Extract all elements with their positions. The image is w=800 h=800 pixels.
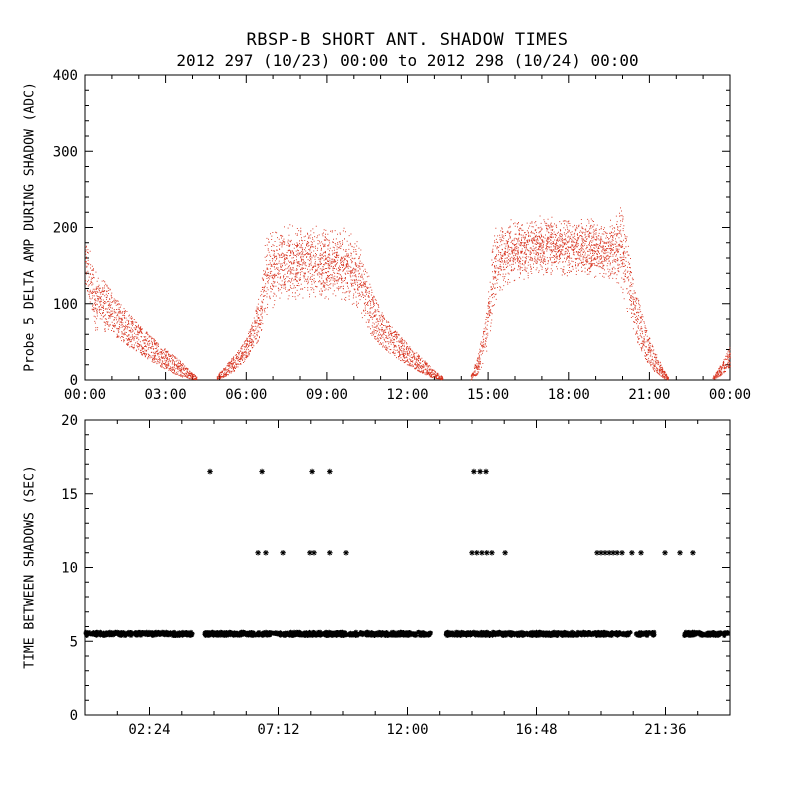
svg-text:0: 0 <box>70 708 78 724</box>
top-y-axis-label: Probe 5 DELTA AMP DURING SHADOW (ADC) <box>22 82 38 372</box>
svg-text:15: 15 <box>61 487 78 503</box>
svg-text:09:00: 09:00 <box>306 387 348 403</box>
svg-text:00:00: 00:00 <box>64 387 106 403</box>
bottom-panel-tick-labels: 02:24 07:12 12:00 16:48 21:36 0 5 10 15 20 <box>61 413 686 738</box>
svg-text:12:00: 12:00 <box>386 722 428 738</box>
svg-text:21:36: 21:36 <box>644 722 686 738</box>
svg-text:12:00: 12:00 <box>386 387 428 403</box>
svg-text:06:00: 06:00 <box>225 387 267 403</box>
svg-text:00:00: 00:00 <box>709 387 751 403</box>
svg-text:02:24: 02:24 <box>128 722 170 738</box>
svg-text:15:00: 15:00 <box>467 387 509 403</box>
top-scatter-series <box>85 207 731 381</box>
chart-subtitle: 2012 297 (10/23) 00:00 to 2012 298 (10/2… <box>176 51 639 70</box>
svg-text:300: 300 <box>53 144 78 160</box>
top-panel-tick-labels: 00:00 03:00 06:00 09:00 12:00 15:00 18:00 21:00… <box>53 68 751 403</box>
svg-text:03:00: 03:00 <box>145 387 187 403</box>
chart-title: RBSP-B SHORT ANT. SHADOW TIMES <box>246 30 569 50</box>
svg-text:20: 20 <box>61 413 78 429</box>
svg-text:200: 200 <box>53 221 78 237</box>
svg-text:21:00: 21:00 <box>628 387 670 403</box>
bottom-y-axis-label: TIME BETWEEN SHADOWS (SEC) <box>22 465 38 669</box>
svg-text:100: 100 <box>53 297 78 313</box>
svg-text:16:48: 16:48 <box>515 722 557 738</box>
svg-text:400: 400 <box>53 68 78 84</box>
svg-text:18:00: 18:00 <box>548 387 590 403</box>
svg-text:5: 5 <box>70 634 78 650</box>
svg-text:07:12: 07:12 <box>257 722 299 738</box>
svg-text:10: 10 <box>61 561 78 577</box>
bottom-asterisk-series <box>83 468 731 638</box>
bottom-panel-axes <box>84 419 731 716</box>
top-panel-axes <box>84 74 731 381</box>
svg-text:0: 0 <box>70 373 78 389</box>
